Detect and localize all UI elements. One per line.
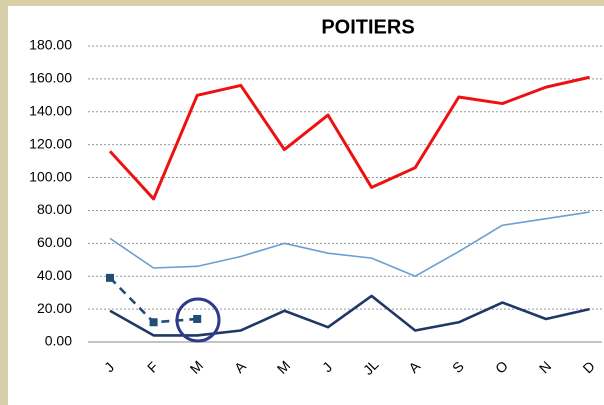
series-line (108, 75, 590, 201)
y-tick-label: 120.00 (29, 135, 72, 151)
y-tick-label: 0.00 (45, 333, 72, 349)
y-tick-label: 60.00 (37, 234, 72, 250)
chart-panel (8, 6, 604, 405)
point-marker (106, 273, 114, 282)
chart-title: POITIERS (321, 16, 414, 38)
y-tick-label: 40.00 (37, 267, 72, 283)
y-tick-label: 180.00 (29, 37, 72, 53)
point-marker (193, 314, 202, 323)
point-marker (149, 318, 158, 327)
y-tick-label: 20.00 (37, 300, 72, 316)
y-tick-label: 100.00 (29, 168, 72, 184)
series-line (109, 211, 590, 278)
series-line (109, 294, 590, 337)
y-tick-label: 160.00 (29, 70, 72, 86)
y-tick-label: 80.00 (37, 201, 72, 217)
highlight-circle (175, 297, 221, 343)
y-tick-label: 140.00 (29, 102, 72, 118)
